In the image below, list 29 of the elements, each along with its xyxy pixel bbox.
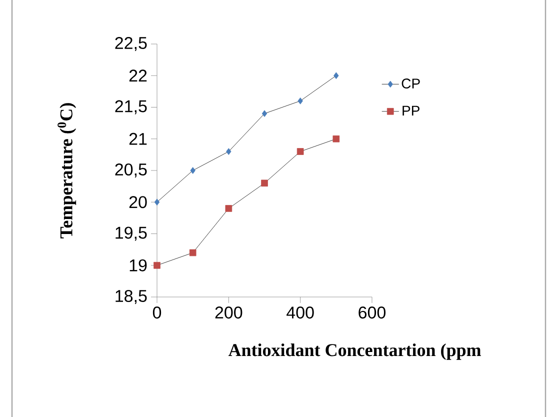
legend-label: PP (402, 106, 420, 116)
x-tick-label: 600 (358, 306, 386, 319)
y-tick-label: 21 (129, 132, 147, 145)
y-tick-label: 22 (129, 70, 147, 82)
point (154, 198, 160, 206)
point (334, 72, 339, 80)
y-axis-title: Temperature ($^{0}$C) (58, 103, 76, 238)
y-tick-label: 22,5 (115, 36, 147, 52)
x-tick-label: 200 (215, 306, 242, 319)
point (332, 135, 340, 142)
point (226, 148, 232, 155)
x-tick-label: 400 (286, 306, 314, 319)
point (298, 98, 303, 104)
point (225, 205, 232, 212)
x-tick-label: 0 (152, 306, 162, 319)
y-tick-label: 20 (129, 196, 147, 208)
point (261, 180, 268, 187)
y-tick-label: 19,5 (116, 226, 147, 241)
y-tick-label: 20,5 (115, 163, 147, 178)
y-tick-label: 21,5 (115, 100, 147, 114)
point (262, 110, 268, 117)
x-axis-title: Antioxidant Concentartion (ppm (228, 344, 481, 360)
point (296, 148, 304, 155)
y-tick-label: 19 (130, 259, 147, 272)
point (190, 167, 196, 174)
point (189, 249, 196, 256)
y-tick-label: 18,5 (116, 290, 147, 304)
point (154, 262, 160, 269)
legend-label: CP (402, 78, 420, 88)
